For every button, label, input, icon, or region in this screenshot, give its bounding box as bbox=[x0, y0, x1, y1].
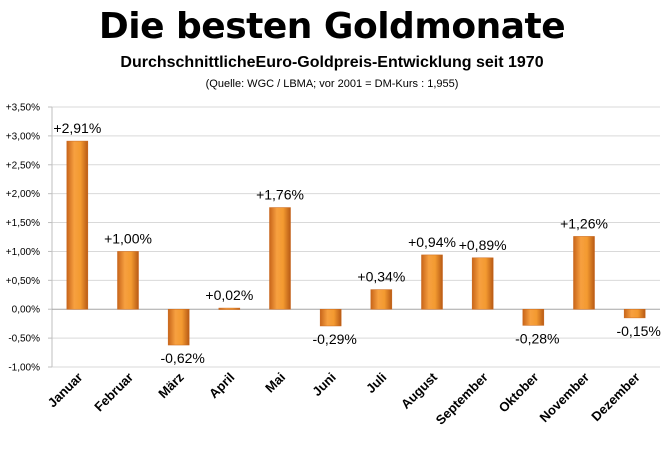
data-label: +0,34% bbox=[357, 269, 405, 285]
data-label: +0,02% bbox=[205, 287, 253, 303]
x-tick-label: November bbox=[537, 370, 593, 426]
y-tick-label: -0,50% bbox=[8, 334, 40, 345]
y-tick-label: +0,50% bbox=[6, 276, 40, 287]
y-tick-label: +3,00% bbox=[6, 131, 40, 142]
data-label: +2,91% bbox=[53, 120, 101, 136]
x-tick-label: August bbox=[398, 369, 441, 412]
bar bbox=[623, 308, 646, 319]
x-tick-label: Mai bbox=[262, 370, 288, 396]
x-tick-label: Oktober bbox=[496, 370, 542, 416]
chart-source: (Quelle: WGC / LBMA; vor 2001 = DM-Kurs … bbox=[205, 78, 459, 90]
y-tick-label: +2,00% bbox=[6, 189, 40, 200]
bar bbox=[269, 207, 291, 310]
bar bbox=[218, 307, 241, 310]
data-label: +0,94% bbox=[408, 234, 456, 250]
y-tick-label: +3,50% bbox=[6, 103, 40, 114]
x-tick-label: Dezember bbox=[588, 370, 643, 425]
y-tick-label: +1,50% bbox=[6, 218, 40, 229]
data-label: +1,00% bbox=[104, 230, 152, 246]
bar bbox=[66, 140, 89, 310]
chart-subtitle: DurchschnittlicheEuro-Goldpreis-Entwickl… bbox=[120, 54, 544, 71]
bar bbox=[117, 251, 139, 310]
bar bbox=[370, 289, 393, 310]
data-label: +0,89% bbox=[459, 237, 507, 253]
x-tick-label: Juli bbox=[363, 370, 389, 396]
bar bbox=[573, 236, 595, 310]
y-tick-label: 0,00% bbox=[12, 305, 40, 316]
data-label: +1,76% bbox=[256, 187, 304, 203]
x-tick-label: Januar bbox=[45, 370, 86, 411]
bar bbox=[522, 308, 545, 326]
bar bbox=[471, 257, 494, 310]
y-tick-label: +2,50% bbox=[6, 160, 40, 171]
x-tick-label: April bbox=[206, 370, 238, 402]
y-tick-label: -1,00% bbox=[8, 363, 40, 374]
x-tick-label: September bbox=[433, 370, 491, 428]
data-label: -0,15% bbox=[616, 323, 660, 339]
chart-title: Die besten Goldmonate bbox=[98, 6, 566, 47]
bar bbox=[167, 308, 190, 346]
x-tick-label: März bbox=[155, 369, 187, 401]
bar bbox=[421, 254, 443, 310]
data-label: -0,62% bbox=[160, 350, 204, 366]
x-tick-label: Juni bbox=[309, 370, 339, 400]
x-tick-label: Februar bbox=[91, 370, 136, 415]
y-tick-label: +1,00% bbox=[6, 247, 40, 258]
data-label: -0,28% bbox=[515, 330, 559, 346]
bar bbox=[319, 308, 342, 327]
data-label: +1,26% bbox=[560, 215, 608, 231]
data-label: -0,29% bbox=[312, 331, 356, 347]
